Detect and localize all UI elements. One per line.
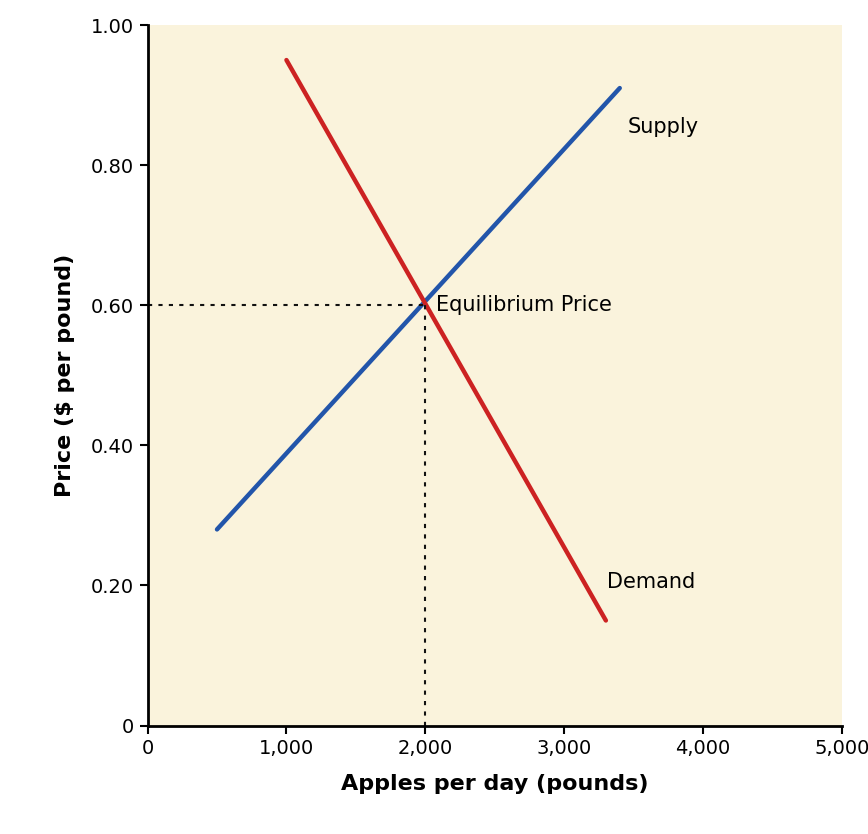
- Text: Equilibrium Price: Equilibrium Price: [437, 295, 612, 315]
- Text: Demand: Demand: [608, 572, 695, 592]
- Text: Supply: Supply: [628, 117, 700, 137]
- X-axis label: Apples per day (pounds): Apples per day (pounds): [341, 775, 648, 795]
- Y-axis label: Price ($ per pound): Price ($ per pound): [55, 254, 75, 497]
